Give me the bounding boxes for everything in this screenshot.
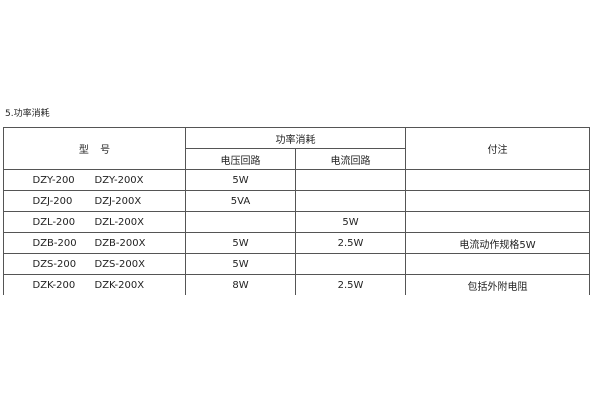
note-cell [405, 169, 590, 191]
model-cell: DZB-200 DZB-200X [3, 232, 186, 254]
note-cell [405, 190, 590, 212]
voltage-cell: 5W [185, 232, 296, 254]
header-power: 功率消耗 [185, 127, 406, 149]
model-name-x: DZL-200X [94, 216, 145, 228]
section-title: 5.功率消耗 [5, 109, 50, 119]
voltage-cell: 5VA [185, 190, 296, 212]
table-row: DZL-200 DZL-200X 5W [3, 211, 590, 233]
model-name: DZB-200 [32, 237, 77, 249]
subheader-row: 电压回路 电流回路 [4, 148, 590, 170]
current-cell: 2.5W [295, 232, 406, 254]
current-cell [295, 253, 406, 275]
model-name-x: DZJ-200X [94, 195, 142, 207]
table-row: DZK-200 DZK-200X 8W 2.5W 包括外附电阻 [3, 274, 590, 295]
table-row: DZY-200 DZY-200X 5W [3, 169, 590, 191]
model-cell: DZY-200 DZY-200X [3, 169, 186, 191]
model-cell: DZJ-200 DZJ-200X [3, 190, 186, 212]
header-model: 型 号 [3, 127, 186, 170]
header-row: 型 号 功率消耗 付注 [3, 127, 590, 170]
current-cell: 2.5W [295, 274, 406, 295]
model-name: DZJ-200 [32, 195, 73, 207]
header-note: 付注 [405, 127, 590, 170]
note-cell [405, 253, 590, 275]
model-cell: DZS-200 DZS-200X [3, 253, 186, 275]
voltage-cell: 8W [185, 274, 296, 295]
model-name: DZS-200 [32, 258, 77, 270]
current-cell [295, 169, 406, 191]
voltage-cell [185, 211, 296, 233]
header-voltage: 电压回路 [185, 148, 296, 170]
model-cell: DZK-200 DZK-200X [3, 274, 186, 295]
header-current: 电流回路 [295, 148, 406, 170]
table-row: DZS-200 DZS-200X 5W [3, 253, 590, 275]
note-cell: 包括外附电阻 [405, 274, 590, 295]
note-cell [405, 211, 590, 233]
note-cell: 电流动作规格5W [405, 232, 590, 254]
voltage-cell: 5W [185, 169, 296, 191]
table-row: DZJ-200 DZJ-200X 5VA [3, 190, 590, 212]
model-name-x: DZY-200X [94, 174, 144, 186]
current-cell: 5W [295, 211, 406, 233]
model-name-x: DZB-200X [94, 237, 146, 249]
model-cell: DZL-200 DZL-200X [3, 211, 186, 233]
table-row: DZB-200 DZB-200X 5W 2.5W 电流动作规格5W [3, 232, 590, 254]
power-consumption-table: 型 号 功率消耗 付注 电压回路 电流回路 DZY-200 DZY-200X 5W… [3, 127, 590, 295]
model-name-x: DZK-200X [94, 279, 145, 291]
voltage-cell: 5W [185, 253, 296, 275]
model-name-x: DZS-200X [94, 258, 145, 270]
model-name: DZL-200 [32, 216, 76, 228]
model-name: DZY-200 [32, 174, 75, 186]
current-cell [295, 190, 406, 212]
model-name: DZK-200 [32, 279, 76, 291]
